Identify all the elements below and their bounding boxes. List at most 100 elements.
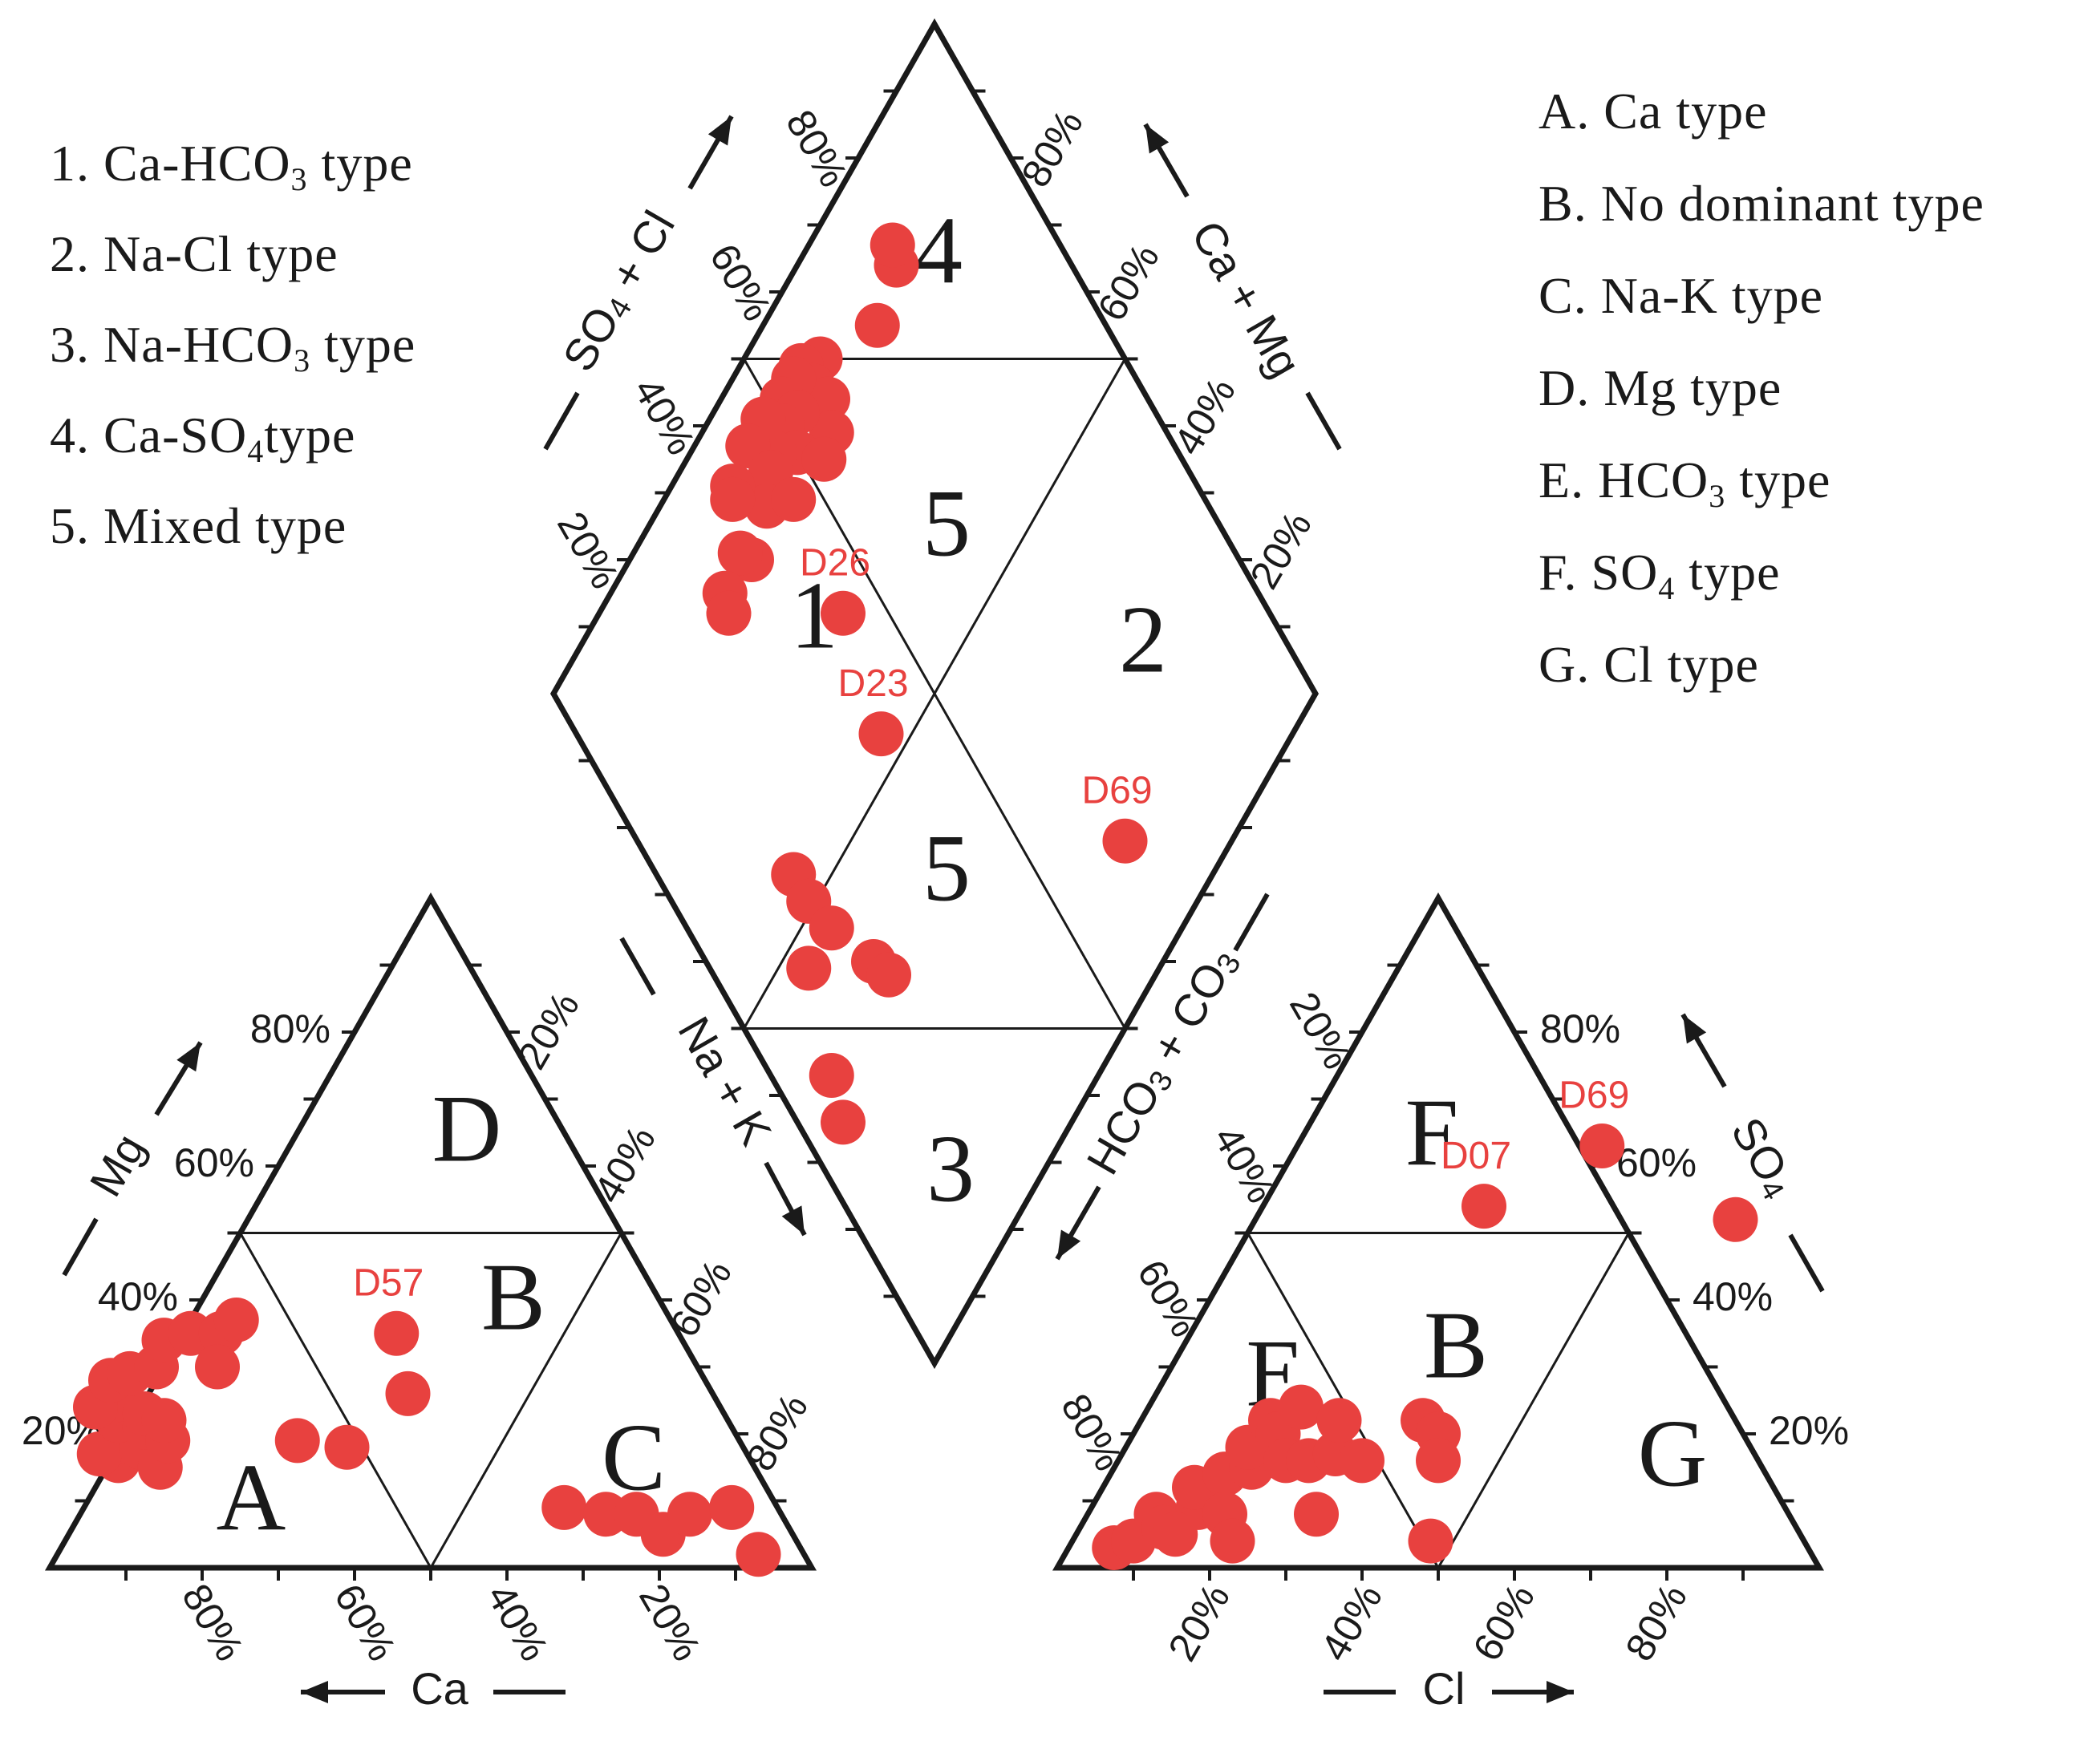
tick-label: 60%	[661, 1253, 740, 1345]
axis-bar	[1233, 893, 1270, 952]
axis-title: Cl	[1423, 1663, 1466, 1714]
zone-label: 2	[1119, 586, 1167, 693]
legend-number: F. SO	[1539, 544, 1658, 601]
arrow-head	[1145, 124, 1170, 154]
cation-point	[385, 1370, 431, 1416]
axis-text: Ca + Mg	[1182, 213, 1311, 386]
diamond-point	[809, 905, 854, 951]
axis-bar	[619, 937, 656, 996]
zone-label: 4	[914, 197, 963, 304]
diamond-point	[706, 590, 752, 636]
legend-item: 1. Ca-HCO3 type	[50, 135, 413, 197]
cation-point	[541, 1484, 587, 1530]
legend-item: E. HCO3 type	[1539, 451, 1830, 514]
legend-number: E. HCO	[1539, 451, 1709, 508]
anion-point	[1294, 1492, 1339, 1537]
point-label: D69	[1559, 1075, 1629, 1117]
tick-label: 40%	[1205, 1119, 1284, 1211]
legend-item: D. Mg type	[1539, 359, 1782, 416]
legend-number: 5. Mixed type	[50, 497, 347, 554]
legend-item: C. Na-K type	[1539, 267, 1823, 324]
tick-label: 40%	[1693, 1274, 1773, 1319]
axis-title: Na + K	[669, 1008, 782, 1153]
legend-item: A. Ca type	[1539, 83, 1768, 140]
legend-item: 3. Na-HCO3 type	[50, 316, 416, 379]
tick-label: 60%	[1464, 1577, 1543, 1669]
tick-label: 60%	[326, 1577, 405, 1669]
point-label: D26	[800, 541, 870, 584]
tick-label: 20%	[1281, 985, 1360, 1077]
anion-point	[1153, 1512, 1198, 1557]
point-label: D69	[1081, 769, 1152, 812]
legend-subscript: 3	[291, 161, 308, 197]
arrow-head	[1547, 1681, 1574, 1703]
arrow-head	[1057, 1229, 1081, 1259]
tick-label: 80%	[1052, 1387, 1132, 1479]
diamond-point	[858, 711, 904, 757]
legend-subscript: 4	[1658, 570, 1675, 606]
legend-tail: type	[1725, 451, 1830, 508]
cation-point	[141, 1398, 187, 1443]
diamond-point	[710, 476, 756, 522]
axis-text: + CO	[1135, 953, 1238, 1082]
legend-item: 4. Ca-SO4type	[50, 407, 355, 469]
tick-label: 80%	[1540, 1006, 1620, 1051]
tick-label: 60%	[174, 1140, 254, 1185]
zone-label: G	[1638, 1400, 1708, 1507]
legend-number: D. Mg type	[1539, 359, 1782, 416]
cation-point	[324, 1424, 370, 1470]
legend-item: B. No dominant type	[1539, 175, 1984, 232]
zone-label: 3	[926, 1115, 975, 1222]
tick-label: 20%	[1769, 1408, 1849, 1453]
legend-subscript: 4	[247, 433, 264, 469]
zone-label: 5	[922, 470, 971, 577]
point-label: D07	[1441, 1135, 1511, 1177]
zone-label: A	[217, 1444, 286, 1551]
arrow-head	[707, 116, 732, 146]
facies-legend: A. Ca type B. No dominant type C. Na-K typ…	[1539, 83, 1984, 693]
tick-label: 80%	[737, 1387, 817, 1479]
axis-bar	[543, 391, 580, 451]
axis-text: Na + K	[669, 1008, 782, 1153]
diamond-point	[786, 945, 832, 991]
anion-point	[1279, 1384, 1324, 1430]
legend-number: G. Cl type	[1539, 636, 1759, 693]
anion-point	[1408, 1518, 1453, 1564]
diamond-point	[870, 222, 915, 268]
cation-point	[667, 1492, 712, 1537]
axis-text: SO	[1721, 1109, 1798, 1191]
legend-tail: type	[1675, 544, 1780, 601]
diamond-point	[821, 590, 866, 636]
legend-item: F. SO4 type	[1539, 544, 1780, 606]
tick-label: 60%	[1616, 1140, 1697, 1185]
diamond-point	[1102, 818, 1148, 864]
tick-label: 20%	[630, 1577, 710, 1669]
diamond-point	[866, 952, 911, 998]
zone-label: 5	[922, 815, 971, 921]
tick-label: 40%	[478, 1577, 557, 1669]
axis-bar	[1788, 1233, 1825, 1293]
legend-tail: type	[310, 316, 416, 373]
legend-number: B. No dominant type	[1539, 175, 1984, 232]
anion-point	[1316, 1398, 1362, 1443]
zone-label: B	[1424, 1292, 1488, 1399]
zone-label: F	[1405, 1079, 1459, 1186]
cation-point	[709, 1484, 755, 1530]
axis-title: SO4 + Cl	[553, 202, 686, 380]
anion-point	[1579, 1123, 1625, 1168]
axis-title: Ca + Mg	[1182, 213, 1311, 386]
legend-tail: type	[264, 407, 355, 464]
diamond-point	[771, 476, 817, 522]
tick-label: 80%	[173, 1577, 253, 1669]
zone-label: D	[432, 1075, 502, 1182]
diamond-point	[854, 302, 900, 348]
tick-label: 40%	[585, 1119, 664, 1211]
diamond-point	[809, 1052, 854, 1098]
axis-title: Ca	[411, 1663, 468, 1714]
legend-number: 3. Na-HCO	[50, 316, 294, 373]
tick-label: 20%	[509, 985, 588, 1077]
cation-point	[374, 1310, 420, 1356]
